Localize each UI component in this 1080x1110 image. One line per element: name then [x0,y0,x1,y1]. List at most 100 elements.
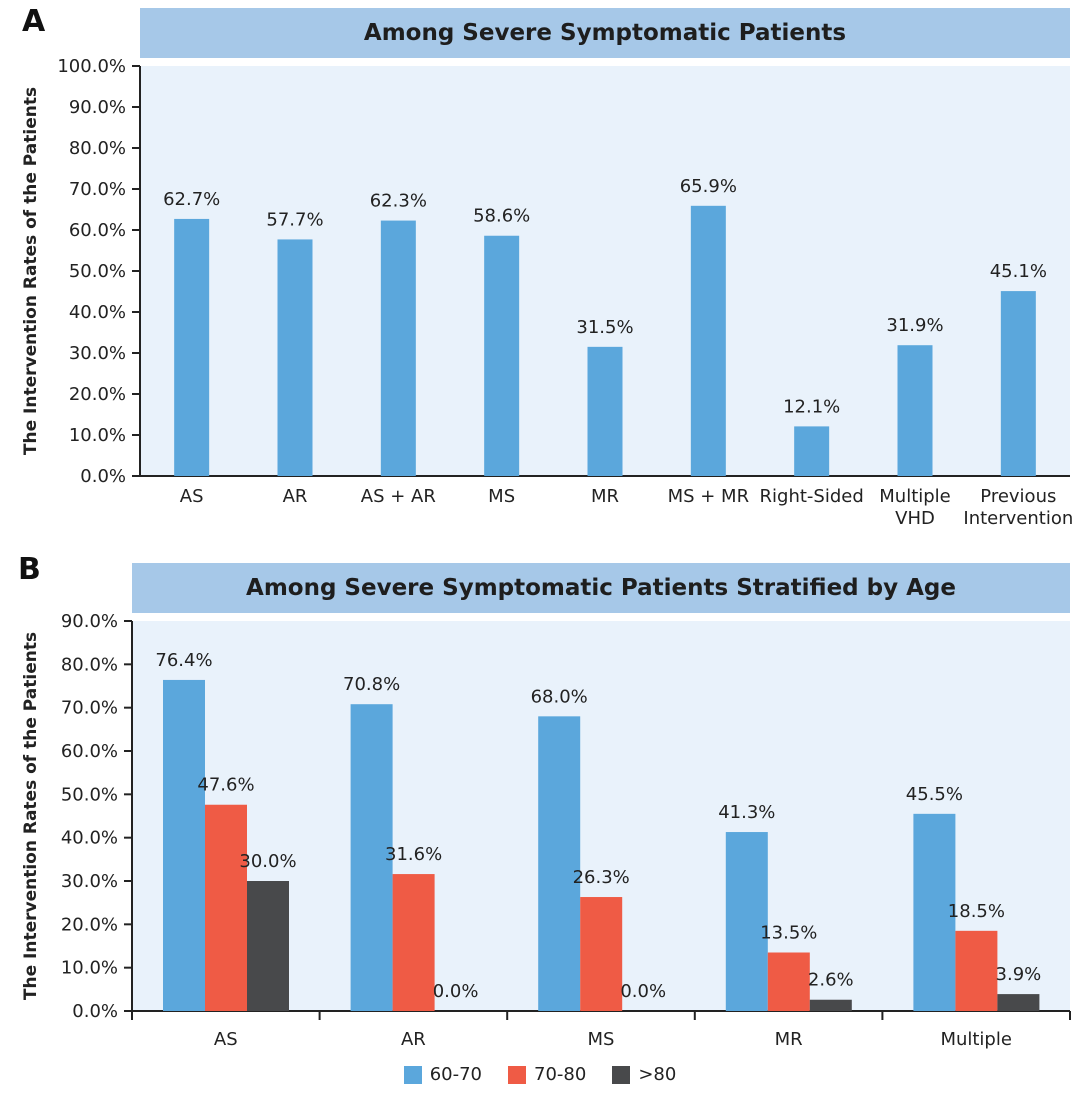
panel-a-bar [484,235,520,476]
panel-a-y-tick-label: 30.0% [69,343,126,364]
panel-a-y-tick-label: 10.0% [69,425,126,446]
panel-a-x-tick-label: MS + MR [668,486,750,507]
panel-b-bar-gt80 [997,994,1040,1011]
panel-b-bar-60-70 [350,704,393,1011]
panel-a-bar [587,346,623,476]
panel-a-data-label: 31.9% [886,315,943,336]
panel-b-data-label-70-80: 26.3% [573,867,630,888]
panel-b-data-label-60-70: 76.4% [155,650,212,671]
panel-a-data-label: 58.6% [473,206,530,227]
panel-b-y-tick-label: 90.0% [61,611,118,632]
panel-a-bar [1000,291,1036,476]
panel-b-bar-70-80 [767,952,810,1011]
panel-a-letter: A [22,4,46,39]
panel-b-y-tick-label: 50.0% [61,784,118,805]
panel-b-letter: B [18,552,41,587]
panel-a-x-tick-label: Right-Sided [760,486,864,507]
panel-a-y-tick-label: 100.0% [57,56,126,77]
panel-b-bar-70-80 [580,897,623,1011]
panel-b-bar-60-70 [913,813,956,1011]
legend-swatch-70-80 [508,1065,526,1084]
legend-swatch-gt80 [612,1065,631,1084]
panel-a-bar [174,218,210,476]
panel-a-x-tick-label: AR [283,486,308,507]
panel-a-y-tick-label: 70.0% [69,179,126,200]
legend-item-70-80: 70-80 [508,1064,586,1085]
panel-a-x-tick-label: AS [180,486,204,507]
panel-a-data-label: 62.3% [370,191,427,212]
legend-label-gt80: >80 [638,1064,677,1085]
panel-a-x-tick-label: Multiple [879,486,951,507]
panel-b-data-label-70-80: 31.6% [385,844,442,865]
panel-b-data-label-60-70: 41.3% [718,802,775,823]
panel-b-data-label-70-80: 47.6% [197,775,254,796]
panel-b-data-label-gt80: 2.6% [808,970,854,991]
panel-b-y-tick-label: 70.0% [61,698,118,719]
panel-b-y-tick-label: 30.0% [61,871,118,892]
panel-a-x-tick-label: Previous [980,486,1056,507]
panel-b-data-label-70-80: 13.5% [760,923,817,944]
panel-a-data-label: 45.1% [990,261,1047,282]
panel-a-x-tick-label: AS + AR [361,486,436,507]
panel-a-x-tick-label: VHD [895,508,935,529]
panel-b-data-label-70-80: 18.5% [948,901,1005,922]
panel-a-y-tick-label: 40.0% [69,302,126,323]
panel-a-y-tick-label: 50.0% [69,261,126,282]
panel-b-y-tick-label: 80.0% [61,654,118,675]
panel-a-data-label: 12.1% [783,396,840,417]
panel-a-y-tick-label: 0.0% [80,466,126,487]
panel-b-title: Among Severe Symptomatic Patients Strati… [132,563,1070,613]
panel-b-data-label-60-70: 70.8% [343,674,400,695]
panel-a-title: Among Severe Symptomatic Patients [140,8,1070,58]
legend: 60-70 70-80 >80 [0,1064,1080,1085]
panel-a-y-tick-label: 60.0% [69,220,126,241]
legend-label-70-80: 70-80 [534,1064,587,1085]
panel-a-y-axis-label: The Intervention Rates of the Patients [21,87,41,455]
panel-b-x-tick-label: Multiple [940,1029,1012,1050]
panel-a-y-tick-label: 20.0% [69,384,126,405]
panel-b-y-tick-label: 10.0% [61,958,118,979]
panel-a-bar [897,345,933,476]
panel-a-y-tick-label: 90.0% [69,97,126,118]
panel-b-x-tick-label: MS [588,1029,615,1050]
panel-b-bar-gt80 [809,999,852,1011]
legend-item-60-70: 60-70 [403,1064,482,1085]
panel-b-bar-60-70 [725,832,768,1011]
panel-b-data-label-gt80: 3.9% [996,964,1042,985]
legend-swatch-60-70 [403,1065,422,1084]
panel-b-y-tick-label: 0.0% [72,1001,118,1022]
panel-a-data-label: 57.7% [266,209,323,230]
panel-a-x-tick-label: Intervention [963,508,1073,529]
legend-label-60-70: 60-70 [429,1064,482,1085]
panel-a-bar [277,239,313,476]
legend-item-gt80: >80 [612,1064,676,1085]
panel-a-data-label: 31.5% [576,317,633,338]
panel-a-x-tick-label: MS [488,486,515,507]
panel-b-bar-gt80 [247,881,289,1011]
panel-b-y-tick-label: 20.0% [61,914,118,935]
panel-b-bar-70-80 [955,930,998,1011]
panel-b-bar-70-80 [205,804,247,1011]
panel-a-data-label: 65.9% [680,176,737,197]
panel-b-data-label-60-70: 68.0% [531,686,588,707]
panel-a-x-tick-label: MR [591,486,619,507]
panel-a-bar [794,426,830,476]
panel-b-y-tick-label: 60.0% [61,741,118,762]
panel-a-bar [380,220,416,476]
panel-b-x-tick-label: AR [401,1029,426,1050]
panel-b-bar-60-70 [538,716,581,1011]
panel-b-data-label-gt80: 30.0% [239,851,296,872]
panel-b-y-axis-label: The Intervention Rates of the Patients [21,632,41,1000]
panel-b-y-tick-label: 40.0% [61,828,118,849]
panel-a-data-label: 62.7% [163,189,220,210]
panel-b-bar-70-80 [392,874,435,1011]
panel-a-bar [690,205,726,476]
panel-b-data-label-60-70: 45.5% [906,784,963,805]
panel-b-data-label-gt80: 0.0% [433,981,479,1002]
panel-b-bar-60-70 [163,679,205,1011]
panel-a-y-tick-label: 80.0% [69,138,126,159]
panel-b-x-tick-label: AS [214,1029,238,1050]
panel-b-x-tick-label: MR [775,1029,803,1050]
panel-b-data-label-gt80: 0.0% [620,981,666,1002]
